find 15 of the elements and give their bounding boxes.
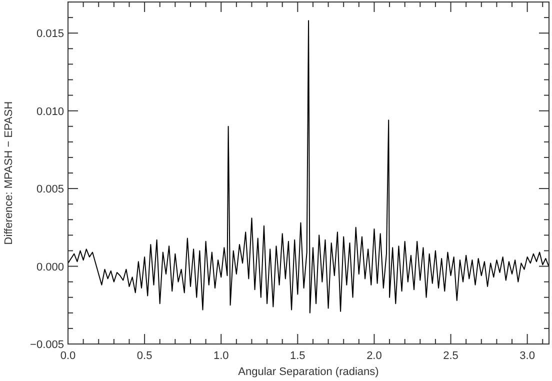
x-tick-label: 1.5 — [290, 350, 306, 362]
y-tick-label: 0.010 — [36, 106, 64, 118]
y-axis-title: Difference: MPASH − EPASH — [3, 101, 15, 245]
y-tick-label: 0.005 — [36, 184, 64, 196]
x-tick-label: 3.0 — [520, 350, 535, 362]
x-tick-label: 0.0 — [60, 350, 76, 362]
x-tick-label: 0.5 — [136, 350, 152, 362]
line-series — [68, 20, 550, 314]
x-tick-label: 2.5 — [443, 350, 458, 362]
y-tick-label: −0.005 — [30, 339, 64, 351]
y-tick-label: 0.015 — [36, 28, 64, 40]
x-tick-label: 1.0 — [213, 350, 229, 362]
x-axis-title: Angular Separation (radians) — [238, 366, 379, 378]
x-tick-label: 2.0 — [366, 350, 382, 362]
y-tick-label: 0.000 — [36, 261, 64, 274]
